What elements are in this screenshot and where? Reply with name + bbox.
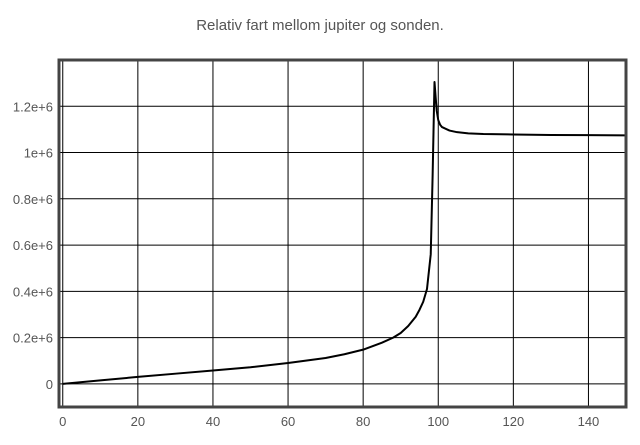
chart-title: Relativ fart mellom jupiter og sonden. <box>196 17 444 34</box>
y-tick-label: 0.2e+6 <box>13 331 53 346</box>
x-tick-label: 80 <box>356 414 370 429</box>
x-tick-label: 100 <box>427 414 449 429</box>
x-tick-label: 120 <box>502 414 524 429</box>
x-tick-label: 140 <box>578 414 600 429</box>
y-tick-label: 0.6e+6 <box>13 238 53 253</box>
series-line <box>62 80 627 385</box>
y-tick-label: 1e+6 <box>24 146 53 161</box>
y-tick-label: 0.4e+6 <box>13 284 53 299</box>
x-tick-label: 60 <box>281 414 295 429</box>
y-tick-label: 0.8e+6 <box>13 192 53 207</box>
x-tick-label: 40 <box>206 414 220 429</box>
y-tick-label: 1.2e+6 <box>13 99 53 114</box>
y-tick-label: 0 <box>46 377 53 392</box>
x-tick-label: 0 <box>59 414 66 429</box>
x-tick-label: 20 <box>131 414 145 429</box>
plot-frame <box>57 58 628 409</box>
